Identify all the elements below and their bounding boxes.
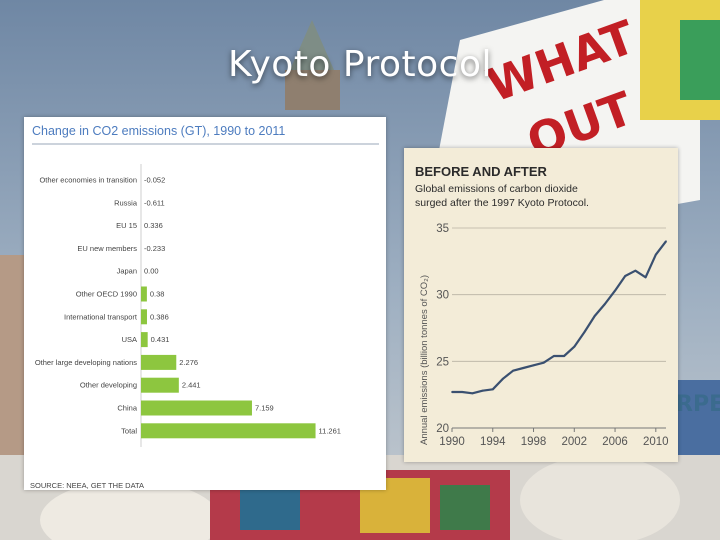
bar-chart-title: Change in CO2 emissions (GT), 1990 to 20…	[32, 124, 285, 138]
line-chart-y-axis-label: Annual emissions (billion tonnes of CO₂)	[419, 275, 430, 445]
bar-value-label: 0.386	[150, 312, 169, 321]
emissions-point	[542, 361, 545, 364]
emissions-point	[471, 392, 474, 395]
bar-category-label: Other economies in transition	[39, 176, 137, 185]
bar-category-label: Other developing	[80, 381, 137, 390]
x-tick-label: 2010	[643, 436, 669, 448]
bar	[141, 423, 316, 439]
bar	[141, 309, 147, 325]
bar-value-label: -0.611	[144, 198, 165, 207]
x-tick-label: 1990	[439, 436, 465, 448]
emissions-point	[553, 355, 555, 357]
bar	[141, 400, 252, 416]
bar-value-label: 0.336	[144, 221, 163, 230]
emissions-point	[522, 367, 525, 369]
bar	[141, 286, 147, 302]
emissions-point	[563, 355, 565, 357]
bar-value-label: 2.276	[179, 358, 198, 367]
bar-value-label: 0.00	[144, 267, 159, 276]
emissions-point	[481, 389, 484, 392]
bar-value-label: 0.38	[150, 290, 165, 299]
bar-value-label: 7.159	[255, 404, 274, 413]
x-tick-label: 1994	[480, 436, 506, 448]
banner-text: RPEA	[676, 392, 720, 417]
emissions-point	[603, 303, 606, 305]
bar	[141, 332, 148, 348]
emissions-point	[451, 391, 453, 393]
bar-category-label: EU new members	[77, 244, 137, 253]
y-tick-label: 25	[436, 356, 449, 368]
y-tick-label: 20	[436, 423, 449, 435]
bar-category-label: China	[117, 404, 137, 413]
bar-category-label: Russia	[114, 198, 138, 207]
y-tick-label: 30	[436, 290, 449, 302]
y-tick-label: 35	[436, 223, 449, 235]
bar-category-label: International transport	[64, 312, 138, 321]
line-chart-subtitle-1: Global emissions of carbon dioxide	[415, 183, 578, 195]
bar-category-label: Japan	[117, 267, 137, 276]
bar-category-label: EU 15	[116, 221, 137, 230]
bar-category-label: USA	[122, 335, 137, 344]
bar-value-label: -0.052	[144, 176, 165, 185]
emissions-point	[491, 388, 494, 391]
emissions-point	[644, 276, 647, 279]
before-after-line-chart-panel: BEFORE AND AFTER Global emissions of car…	[404, 148, 678, 462]
co2-change-bar-chart-panel: Change in CO2 emissions (GT), 1990 to 20…	[24, 117, 386, 490]
emissions-point	[614, 289, 616, 292]
emissions-point	[573, 345, 576, 348]
emissions-point	[502, 377, 504, 380]
emissions-point	[654, 253, 657, 256]
emissions-point	[665, 240, 667, 243]
bar-chart-source: SOURCE: NEEA, GET THE DATA	[30, 481, 144, 490]
emissions-point	[512, 369, 515, 372]
bar-value-label: 2.441	[182, 381, 201, 390]
bar-value-label: -0.233	[144, 244, 165, 253]
x-tick-label: 1998	[521, 436, 547, 448]
emissions-series-line	[452, 240, 667, 395]
bar-category-label: Total	[121, 426, 137, 435]
line-chart-subtitle-2: surged after the 1997 Kyoto Protocol.	[415, 197, 589, 209]
bar-category-label: Other large developing nations	[35, 358, 137, 367]
bar-value-label: 0.431	[151, 335, 170, 344]
slide-title: Kyoto Protocol	[228, 44, 492, 85]
bar	[141, 377, 179, 393]
emissions-point	[624, 275, 627, 277]
x-tick-label: 2006	[602, 436, 628, 448]
emissions-point	[593, 315, 596, 317]
bar-chart: Change in CO2 emissions (GT), 1990 to 20…	[30, 124, 379, 490]
bar-category-label: Other OECD 1990	[76, 290, 137, 299]
line-chart-title: BEFORE AND AFTER	[415, 164, 548, 179]
bar	[141, 354, 177, 370]
bar-value-label: 11.261	[319, 426, 341, 435]
line-chart: BEFORE AND AFTER Global emissions of car…	[415, 164, 669, 448]
x-tick-label: 2002	[561, 436, 587, 448]
emissions-point	[583, 331, 586, 333]
emissions-point	[634, 269, 637, 272]
emissions-point	[532, 364, 535, 367]
emissions-point	[461, 391, 464, 393]
